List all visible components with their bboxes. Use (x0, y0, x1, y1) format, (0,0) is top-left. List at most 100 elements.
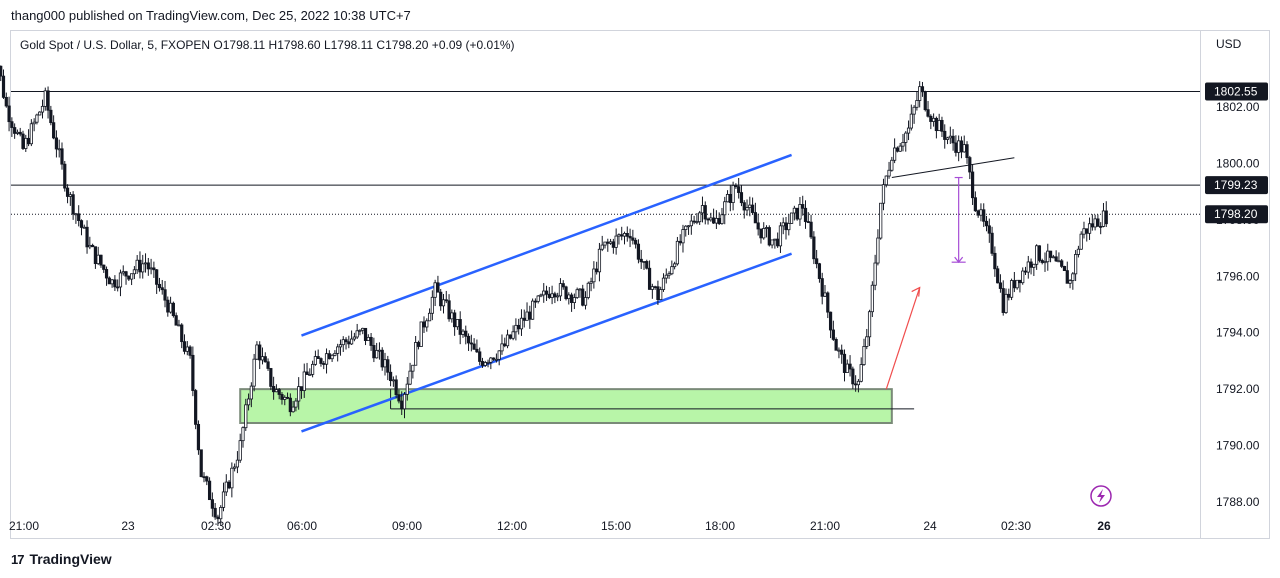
candle-body (851, 368, 855, 385)
candle-body (656, 286, 660, 300)
publisher-line: thang000 published on TradingView.com, D… (11, 8, 411, 23)
candle-body (634, 239, 638, 245)
candle-body (369, 336, 373, 346)
support-zone[interactable] (239, 388, 893, 424)
candle-body (893, 147, 897, 161)
candle-body (776, 238, 780, 247)
candle-body (141, 263, 145, 273)
candle-body (116, 286, 120, 289)
candle-body (453, 312, 457, 328)
x-tick-label-8: 21:00 (810, 519, 840, 533)
candle-body (756, 222, 760, 230)
candle-body (132, 269, 136, 275)
candle-body (923, 91, 927, 111)
candle-body (789, 212, 794, 224)
candle-body (127, 275, 131, 280)
candle-body (349, 338, 354, 345)
candle-body (798, 204, 802, 220)
currency-label[interactable]: USD (1216, 37, 1242, 51)
candle-body (628, 235, 632, 239)
candle-body (856, 380, 861, 386)
candle-body (455, 319, 460, 328)
candle-body (831, 329, 835, 340)
candle-body (168, 302, 173, 313)
candle-body (288, 397, 292, 413)
x-tick-label-11: 26 (1097, 519, 1111, 533)
lightning-circle-icon[interactable] (1090, 485, 1112, 507)
candle-body (102, 264, 106, 270)
candle-body (77, 213, 81, 221)
candle-body (937, 119, 941, 132)
candle-body (441, 299, 446, 307)
candle-body (544, 290, 549, 295)
candle-body (375, 350, 379, 359)
lightning-bolt-icon (1097, 489, 1105, 503)
price-label-box-0[interactable] (1205, 82, 1268, 101)
candle-body (951, 135, 955, 144)
candle-body (427, 312, 432, 322)
candle-body (539, 294, 543, 297)
candle-body (901, 142, 905, 147)
price-label-box-2[interactable] (1205, 205, 1268, 224)
candle-body (522, 317, 526, 321)
candle-body (887, 169, 891, 177)
candle-body (480, 361, 485, 366)
channel-lower-line[interactable] (301, 252, 793, 433)
candle-body (489, 357, 493, 363)
candle-body (564, 286, 568, 300)
candle-body (505, 334, 510, 347)
candle-body (494, 358, 499, 361)
candle-body (163, 289, 167, 301)
candle-body (606, 241, 610, 244)
candle-body (781, 222, 785, 227)
candle-body (414, 342, 418, 366)
candle-body (244, 404, 248, 429)
candle-body (920, 86, 925, 93)
candle-body (333, 352, 337, 356)
candle-body (915, 100, 919, 108)
candle-body (1079, 233, 1083, 250)
candle-body (840, 349, 844, 355)
price-label-box-1[interactable] (1205, 176, 1268, 195)
price-scale-pane[interactable] (1201, 30, 1270, 539)
candle-body (553, 293, 557, 298)
candle-body (973, 197, 977, 212)
y-tick-label-4: 1794.00 (1216, 326, 1260, 340)
candle-body (1026, 261, 1030, 273)
candle-body (879, 202, 883, 239)
symbol-legend[interactable]: Gold Spot / U.S. Dollar, 5, FXOPEN O1798… (20, 38, 515, 52)
candle-body (439, 291, 443, 307)
candle-body (391, 379, 395, 382)
candle-body (589, 281, 593, 284)
candle-body (525, 311, 529, 321)
candle-body (107, 277, 111, 285)
candle-body (979, 209, 983, 216)
candle-body (291, 406, 295, 413)
candle-body (29, 123, 33, 145)
candle-body (327, 353, 331, 360)
x-tick-label-0: 21:00 (9, 519, 39, 533)
candle-body (461, 330, 465, 335)
chart-pane[interactable] (10, 30, 1201, 539)
candle-body (96, 254, 100, 265)
candle-body (324, 353, 329, 365)
candle-body (419, 321, 423, 347)
candle-body (837, 349, 841, 352)
candle-body (890, 159, 894, 171)
candle-body (155, 269, 159, 285)
neckline[interactable] (891, 157, 1015, 179)
candle-body (15, 131, 20, 134)
candle-body (600, 244, 604, 250)
candle-body (35, 114, 39, 123)
projection-arrow[interactable] (885, 287, 921, 390)
candle-body (854, 383, 858, 386)
candle-body (906, 127, 911, 134)
candle-body (734, 185, 738, 188)
candle-body (943, 130, 947, 140)
candle-body (32, 121, 36, 125)
channel-upper-line[interactable] (301, 153, 793, 337)
candle-body (207, 480, 212, 501)
candle-body (625, 233, 629, 237)
candle-body (358, 329, 362, 332)
